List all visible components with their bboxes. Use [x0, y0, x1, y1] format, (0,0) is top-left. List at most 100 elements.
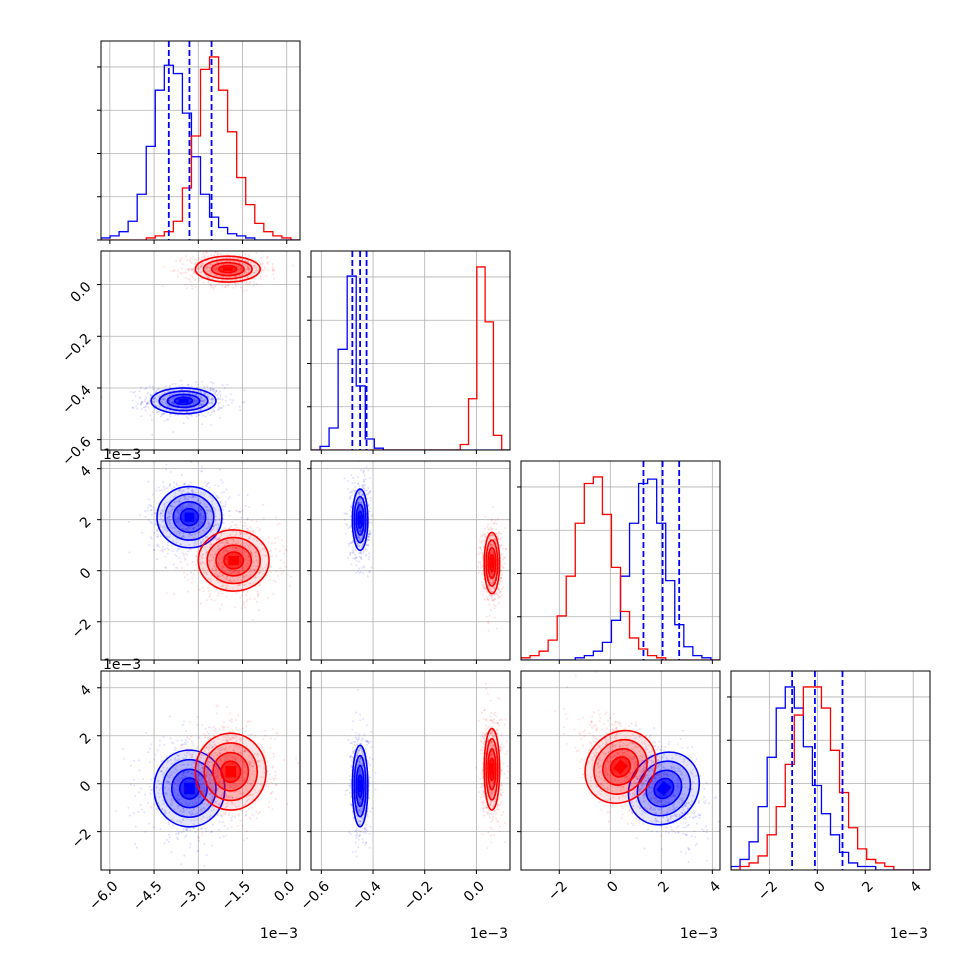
sample-point: [271, 268, 274, 271]
sample-point: [165, 401, 168, 404]
sample-point: [197, 761, 200, 764]
sample-point: [367, 538, 370, 541]
sample-point: [233, 275, 236, 278]
sample-point: [222, 584, 225, 587]
sample-point: [203, 842, 206, 845]
sample-point: [154, 397, 157, 400]
sample-point: [257, 609, 260, 612]
sample-point: [203, 750, 206, 753]
sample-point: [215, 524, 218, 527]
sample-point: [163, 413, 166, 416]
sample-point: [200, 493, 203, 496]
sample-point: [165, 755, 168, 758]
sample-point: [242, 791, 245, 794]
sample-point: [217, 803, 220, 806]
sample-point: [214, 274, 217, 277]
sample-point: [357, 482, 360, 485]
sample-point: [198, 513, 201, 516]
sample-point: [144, 398, 147, 401]
density-peak: [178, 398, 189, 403]
sample-point: [194, 401, 197, 404]
sample-point: [114, 809, 117, 812]
sample-point: [191, 753, 194, 756]
sample-point: [222, 517, 225, 520]
contour-line: [170, 768, 208, 809]
sample-point: [222, 795, 225, 798]
sample-point: [208, 778, 211, 781]
sample-point: [360, 551, 363, 554]
sample-point: [172, 396, 175, 399]
sample-point: [158, 388, 161, 391]
sample-point: [192, 744, 195, 747]
sample-point: [180, 863, 183, 866]
sample-point: [263, 749, 266, 752]
sample-point: [214, 566, 217, 569]
sample-point: [247, 760, 250, 763]
sample-point: [214, 772, 217, 775]
sample-point: [210, 774, 213, 777]
sample-point: [263, 767, 266, 770]
sample-point: [192, 804, 195, 807]
sample-point: [245, 796, 248, 799]
sample-point: [370, 515, 373, 518]
sample-point: [207, 578, 210, 581]
sample-point: [155, 389, 158, 392]
sample-point: [147, 402, 150, 405]
sample-point: [367, 535, 370, 538]
sample-point: [228, 259, 231, 262]
sample-point: [213, 521, 216, 524]
sample-point: [214, 267, 217, 270]
sample-point: [205, 774, 208, 777]
sample-point: [198, 836, 201, 839]
sample-point: [168, 518, 171, 521]
sample-point: [165, 535, 168, 538]
sample-point: [240, 535, 243, 538]
sample-point: [182, 808, 185, 811]
sample-point: [189, 503, 192, 506]
sample-point: [257, 760, 260, 763]
sample-point: [214, 393, 217, 396]
sample-point: [209, 553, 212, 556]
sample-point: [220, 814, 223, 817]
sample-point: [218, 517, 221, 520]
sample-point: [358, 544, 361, 547]
sample-point: [203, 525, 206, 528]
sample-point: [176, 516, 179, 519]
sample-point: [242, 575, 245, 578]
sample-point: [190, 809, 193, 812]
sample-point: [179, 260, 182, 263]
sample-point: [237, 494, 240, 497]
sample-point: [259, 783, 262, 786]
sample-point: [238, 531, 241, 534]
sample-point: [186, 573, 189, 576]
sample-point: [140, 400, 143, 403]
sample-point: [262, 788, 265, 791]
sample-point: [267, 269, 270, 272]
sample-point: [214, 515, 217, 518]
sample-point: [240, 594, 243, 597]
sample-point: [197, 829, 200, 832]
sample-point: [172, 505, 175, 508]
sample-point: [231, 815, 234, 818]
sample-point: [221, 521, 224, 524]
sample-point: [217, 392, 220, 395]
sample-point: [183, 576, 186, 579]
sample-point: [199, 265, 202, 268]
sample-point: [220, 603, 223, 606]
sample-point: [173, 392, 176, 395]
sample-point: [252, 538, 255, 541]
sample-point: [257, 561, 260, 564]
sample-point: [191, 577, 194, 580]
sample-point: [155, 508, 158, 511]
sample-point: [170, 851, 173, 854]
sample-point: [358, 535, 361, 538]
sample-point: [180, 388, 183, 391]
sample-point: [218, 821, 221, 824]
sample-point: [265, 574, 268, 577]
sample-point: [218, 563, 221, 566]
sample-point: [367, 558, 370, 561]
sample-point: [250, 257, 253, 260]
sample-point: [232, 570, 235, 573]
sample-point: [255, 269, 258, 272]
sample-point: [188, 404, 191, 407]
